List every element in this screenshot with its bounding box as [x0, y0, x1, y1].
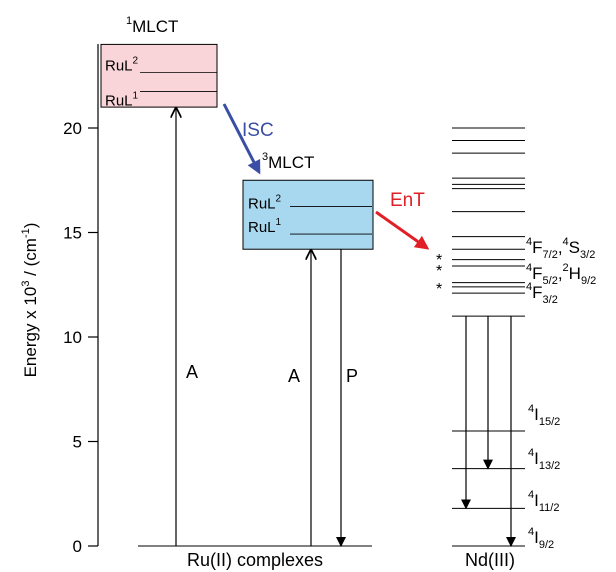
y-tick-label: 10 [63, 328, 82, 347]
triplet-rul2-label: RuL2 [248, 193, 282, 212]
triplet-absorption-label: A [288, 366, 300, 386]
triplet-rul1-label: RuL1 [248, 217, 282, 236]
isc-arrow [222, 103, 261, 175]
star-marker: * [436, 263, 442, 280]
isc-transfer: ISC [222, 103, 274, 175]
term-4f32: 4F3/2 [526, 281, 558, 306]
term-4i92: 4I9/2 [528, 526, 554, 551]
term-4f52-2h92: 4F5/2,2H9/2 [526, 262, 596, 287]
y-tick-label: 20 [63, 119, 82, 138]
phosphorescence-label: P [346, 366, 358, 386]
term-4i112: 4I11/2 [528, 489, 559, 514]
term-4i152: 4I15/2 [528, 403, 560, 428]
singlet-mlct-title: 1MLCT [126, 15, 178, 36]
ru-transitions: A A P [176, 108, 358, 547]
y-tick-label: 0 [73, 537, 82, 556]
ent-label: EnT [390, 190, 425, 211]
ent-arrow [375, 210, 430, 250]
nd-xlabel: Nd(III) [465, 550, 515, 570]
term-4i132: 4I13/2 [528, 447, 560, 472]
term-4f72-4s32: 4F7/2,4S3/2 [526, 236, 595, 261]
triplet-mlct-box [242, 179, 374, 250]
nd-stars: * * * [436, 252, 442, 298]
nd-term-labels: 4F7/2,4S3/2 4F5/2,2H9/2 4F3/2 4I15/2 4I1… [526, 236, 596, 551]
isc-label: ISC [242, 120, 274, 141]
y-axis-ticks: 0 5 10 15 20 [63, 119, 98, 556]
triplet-mlct-title: 3MLCT [262, 151, 314, 172]
star-marker: * [436, 252, 442, 269]
singlet-rul1-label: RuL1 [105, 90, 139, 109]
singlet-mlct-box [100, 43, 218, 108]
energy-transfer: EnT [375, 190, 430, 250]
triplet-mlct-state: 3MLCT RuL2 RuL1 [242, 151, 374, 250]
y-axis-label: Energy x 103 / (cm-1) [20, 223, 40, 378]
nd-emission-arrows [461, 316, 516, 547]
star-marker: * [436, 281, 442, 298]
y-tick-label: 5 [73, 433, 82, 452]
singlet-absorption-label: A [186, 362, 198, 382]
singlet-rul2-label: RuL2 [105, 56, 139, 75]
y-axis: 0 5 10 15 20 Energy x 103 / (cm-1) [20, 44, 99, 556]
y-tick-label: 15 [63, 224, 82, 243]
ru-xlabel: Ru(II) complexes [187, 550, 323, 570]
singlet-mlct-state: 1MLCT RuL2 RuL1 [100, 15, 218, 109]
